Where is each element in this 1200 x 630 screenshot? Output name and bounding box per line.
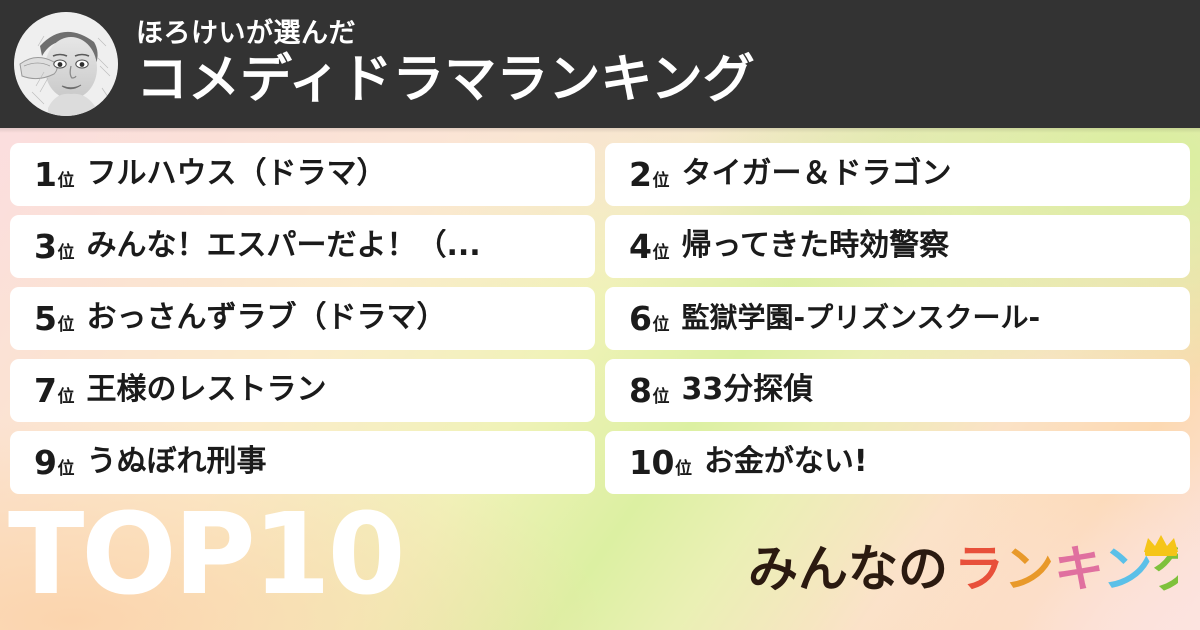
rank-number: 2	[629, 155, 652, 194]
rank-number: 4	[629, 227, 652, 266]
rank-unit-label: 位	[652, 315, 670, 335]
rank-number: 1	[34, 155, 57, 194]
rank-badge: 10 位	[629, 446, 692, 479]
rank-item-7[interactable]: 7 位 王様のレストラン	[10, 359, 595, 422]
rank-badge: 7 位	[34, 374, 74, 407]
avatar	[14, 12, 118, 116]
rank-title: 33分探偵	[681, 373, 814, 408]
rank-item-4[interactable]: 4 位 帰ってきた時効警察	[605, 215, 1190, 278]
header-bar: ほろけいが選んだ コメディドラマランキング	[0, 0, 1200, 128]
rank-item-6[interactable]: 6 位 監獄学園-プリズンスクール-	[605, 287, 1190, 350]
ranking-list: 1 位 フルハウス（ドラマ） 2 位 タイガー＆ドラゴン 3 位 みんな！エスパ…	[10, 143, 1190, 494]
rank-title: みんな！エスパーだよ！（...	[86, 229, 481, 264]
rank-badge: 1 位	[34, 158, 74, 191]
rank-item-5[interactable]: 5 位 おっさんずラブ（ドラマ）	[10, 287, 595, 350]
rank-badge: 8 位	[629, 374, 669, 407]
rank-badge: 6 位	[629, 302, 669, 335]
rank-item-3[interactable]: 3 位 みんな！エスパーだよ！（...	[10, 215, 595, 278]
rank-title: うぬぼれ刑事	[86, 445, 267, 480]
rank-unit-label: 位	[674, 459, 692, 479]
rank-number: 9	[34, 443, 57, 482]
rank-unit-label: 位	[57, 171, 75, 191]
rank-number: 5	[34, 299, 57, 338]
rank-unit-label: 位	[57, 387, 75, 407]
rank-item-8[interactable]: 8 位 33分探偵	[605, 359, 1190, 422]
rank-badge: 4 位	[629, 230, 669, 263]
rank-number: 10	[629, 443, 674, 482]
rank-badge: 3 位	[34, 230, 74, 263]
rank-item-1[interactable]: 1 位 フルハウス（ドラマ）	[10, 143, 595, 206]
rank-item-10[interactable]: 10 位 お金がない!	[605, 431, 1190, 494]
rank-title: おっさんずラブ（ドラマ）	[86, 301, 447, 336]
rank-title: お金がない!	[703, 445, 868, 480]
rank-unit-label: 位	[652, 387, 670, 407]
page-title: コメディドラマランキング	[136, 50, 755, 111]
rank-unit-label: 位	[652, 243, 670, 263]
avatar-pencil-sketch-icon	[14, 12, 118, 116]
rank-title: 監獄学園-プリズンスクール-	[681, 302, 1041, 335]
rank-number: 7	[34, 371, 57, 410]
rank-title: 帰ってきた時効警察	[681, 229, 950, 264]
rank-number: 8	[629, 371, 652, 410]
rank-item-2[interactable]: 2 位 タイガー＆ドラゴン	[605, 143, 1190, 206]
rank-badge: 2 位	[629, 158, 669, 191]
header-text-block: ほろけいが選んだ コメディドラマランキング	[136, 18, 755, 109]
rank-title: タイガー＆ドラゴン	[681, 157, 952, 192]
rank-number: 3	[34, 227, 57, 266]
rank-title: 王様のレストラン	[86, 373, 327, 408]
rank-unit-label: 位	[57, 315, 75, 335]
rank-badge: 5 位	[34, 302, 74, 335]
rank-unit-label: 位	[57, 459, 75, 479]
header-subtitle: ほろけいが選んだ	[136, 18, 356, 50]
rank-unit-label: 位	[652, 171, 670, 191]
rank-item-9[interactable]: 9 位 うぬぼれ刑事	[10, 431, 595, 494]
rank-unit-label: 位	[57, 243, 75, 263]
rank-title: フルハウス（ドラマ）	[86, 157, 387, 192]
rank-badge: 9 位	[34, 446, 74, 479]
rank-number: 6	[629, 299, 652, 338]
